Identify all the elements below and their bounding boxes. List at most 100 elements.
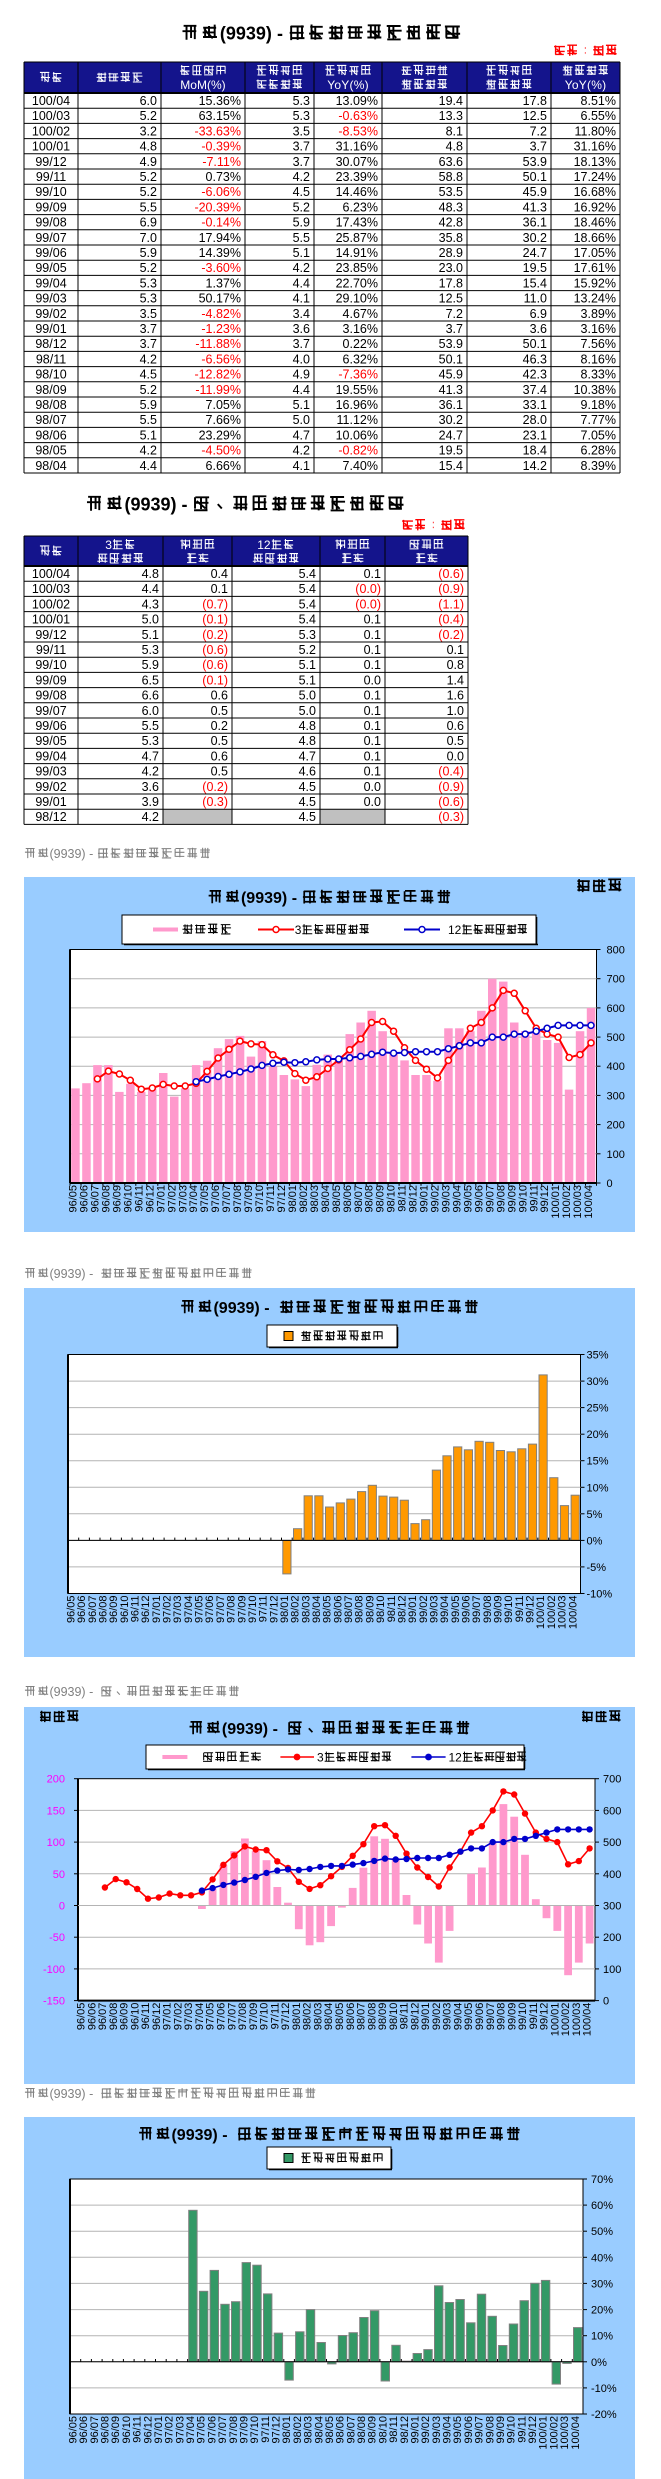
svg-text:0.1: 0.1 bbox=[364, 734, 381, 748]
svg-text:25.87%: 25.87% bbox=[336, 231, 378, 245]
svg-text:98/10: 98/10 bbox=[388, 2003, 400, 2031]
svg-text:99/12: 99/12 bbox=[539, 1185, 551, 1213]
svg-text:5.5: 5.5 bbox=[140, 200, 157, 214]
svg-text:5.4: 5.4 bbox=[299, 582, 316, 596]
svg-text:98/10: 98/10 bbox=[35, 368, 66, 382]
svg-text:23.85%: 23.85% bbox=[336, 261, 378, 275]
svg-text:97/03: 97/03 bbox=[174, 2416, 186, 2444]
svg-text:10%: 10% bbox=[591, 2331, 613, 2343]
svg-text:0.0: 0.0 bbox=[364, 673, 381, 687]
svg-text:100/01: 100/01 bbox=[549, 2003, 561, 2037]
svg-text:45.9: 45.9 bbox=[523, 185, 547, 199]
svg-text:6.32%: 6.32% bbox=[343, 352, 378, 366]
svg-text:97/05: 97/05 bbox=[199, 1185, 211, 1213]
svg-text:5.1: 5.1 bbox=[293, 398, 310, 412]
svg-text:100/02: 100/02 bbox=[561, 1185, 573, 1219]
svg-text:99/12: 99/12 bbox=[35, 628, 66, 642]
svg-text:800: 800 bbox=[607, 945, 625, 957]
svg-text:97/08: 97/08 bbox=[228, 2416, 240, 2444]
svg-text:17.61%: 17.61% bbox=[574, 261, 616, 275]
svg-text:5.0: 5.0 bbox=[293, 413, 310, 427]
svg-text:-0.63%: -0.63% bbox=[338, 109, 378, 123]
svg-text:100/03: 100/03 bbox=[572, 1185, 584, 1219]
svg-text:99/06: 99/06 bbox=[473, 1185, 485, 1213]
svg-text:(0.4): (0.4) bbox=[438, 613, 464, 627]
svg-text:3.9: 3.9 bbox=[142, 795, 159, 809]
svg-text:0: 0 bbox=[59, 1901, 65, 1913]
svg-text:99/05: 99/05 bbox=[35, 734, 66, 748]
svg-text:99/03: 99/03 bbox=[35, 765, 66, 779]
svg-text:(0.2): (0.2) bbox=[438, 628, 464, 642]
svg-text:98/02: 98/02 bbox=[302, 2003, 314, 2031]
svg-text:36.1: 36.1 bbox=[439, 398, 463, 412]
svg-text:98/09: 98/09 bbox=[375, 1185, 387, 1213]
svg-text:4.8: 4.8 bbox=[140, 140, 157, 154]
svg-text:-20.39%: -20.39% bbox=[194, 200, 241, 214]
svg-text:5.0: 5.0 bbox=[142, 613, 159, 627]
svg-text:97/05: 97/05 bbox=[196, 2416, 208, 2444]
svg-text:98/08: 98/08 bbox=[364, 1185, 376, 1213]
svg-text:600: 600 bbox=[607, 1003, 625, 1015]
svg-text:98/11: 98/11 bbox=[388, 2416, 400, 2443]
svg-text:23.0: 23.0 bbox=[439, 261, 463, 275]
svg-text:99/11: 99/11 bbox=[36, 170, 66, 184]
svg-text:3.7: 3.7 bbox=[293, 155, 310, 169]
svg-text:98/03: 98/03 bbox=[309, 1185, 321, 1213]
svg-text:96/10: 96/10 bbox=[121, 2416, 133, 2444]
svg-text:19.5: 19.5 bbox=[523, 261, 547, 275]
svg-text:4.5: 4.5 bbox=[299, 810, 316, 824]
svg-text:12: 12 bbox=[448, 923, 462, 937]
svg-text:18.66%: 18.66% bbox=[574, 231, 616, 245]
svg-text:98/04: 98/04 bbox=[320, 1185, 332, 1213]
svg-text:-: - bbox=[277, 24, 283, 44]
svg-text:5.9: 5.9 bbox=[140, 398, 157, 412]
svg-text:96/12: 96/12 bbox=[140, 1596, 152, 1624]
svg-text:13.09%: 13.09% bbox=[336, 94, 378, 108]
svg-text:23.1: 23.1 bbox=[523, 428, 547, 442]
svg-text:5.3: 5.3 bbox=[140, 276, 157, 290]
svg-text:3.7: 3.7 bbox=[140, 322, 157, 336]
svg-text:99/03: 99/03 bbox=[442, 2003, 454, 2031]
svg-text:16.96%: 16.96% bbox=[336, 398, 378, 412]
svg-text:98/05: 98/05 bbox=[322, 1596, 334, 1624]
svg-text:98/12: 98/12 bbox=[408, 1185, 420, 1213]
svg-text:100/03: 100/03 bbox=[32, 582, 70, 596]
svg-text:5.2: 5.2 bbox=[299, 643, 316, 657]
svg-text:17.94%: 17.94% bbox=[199, 231, 241, 245]
svg-text:(0.2): (0.2) bbox=[202, 780, 228, 794]
svg-text:5%: 5% bbox=[587, 1509, 603, 1521]
svg-text:0.22%: 0.22% bbox=[343, 337, 378, 351]
svg-text:96/10: 96/10 bbox=[129, 2003, 141, 2031]
svg-text:4.5: 4.5 bbox=[293, 185, 310, 199]
svg-text:99/01: 99/01 bbox=[419, 1185, 431, 1213]
svg-text:96/05: 96/05 bbox=[65, 1596, 77, 1624]
svg-text:100/02: 100/02 bbox=[546, 1596, 558, 1630]
svg-text:5.3: 5.3 bbox=[293, 94, 310, 108]
svg-text:0.1: 0.1 bbox=[364, 765, 381, 779]
svg-text:(9939): (9939) bbox=[172, 2127, 218, 2144]
svg-text:7.2: 7.2 bbox=[530, 124, 547, 138]
svg-text:0.1: 0.1 bbox=[364, 704, 381, 718]
svg-text:97/05: 97/05 bbox=[194, 1596, 206, 1624]
svg-text:(0.4): (0.4) bbox=[438, 765, 464, 779]
svg-text:13.24%: 13.24% bbox=[574, 292, 616, 306]
svg-text:-33.63%: -33.63% bbox=[194, 124, 241, 138]
svg-text:-10%: -10% bbox=[591, 2383, 617, 2395]
svg-text:99/02: 99/02 bbox=[418, 1596, 430, 1624]
svg-text:63.6: 63.6 bbox=[439, 155, 463, 169]
svg-text:200: 200 bbox=[607, 1120, 625, 1132]
svg-text:99/10: 99/10 bbox=[517, 1185, 529, 1213]
svg-text:12.5: 12.5 bbox=[439, 292, 463, 306]
svg-text:-: - bbox=[89, 1685, 93, 1699]
svg-text:96/12: 96/12 bbox=[142, 2416, 154, 2444]
svg-text:4.8: 4.8 bbox=[299, 719, 316, 733]
svg-text:3.6: 3.6 bbox=[530, 322, 547, 336]
svg-text:99/04: 99/04 bbox=[35, 749, 66, 763]
svg-text:98/12: 98/12 bbox=[409, 2003, 421, 2031]
svg-text:700: 700 bbox=[603, 1774, 621, 1786]
svg-text:4.2: 4.2 bbox=[142, 810, 159, 824]
svg-text:97/07: 97/07 bbox=[215, 1596, 227, 1624]
svg-text:99/10: 99/10 bbox=[517, 2003, 529, 2031]
svg-text:98/07: 98/07 bbox=[345, 2416, 357, 2444]
svg-text:5.1: 5.1 bbox=[299, 673, 316, 687]
